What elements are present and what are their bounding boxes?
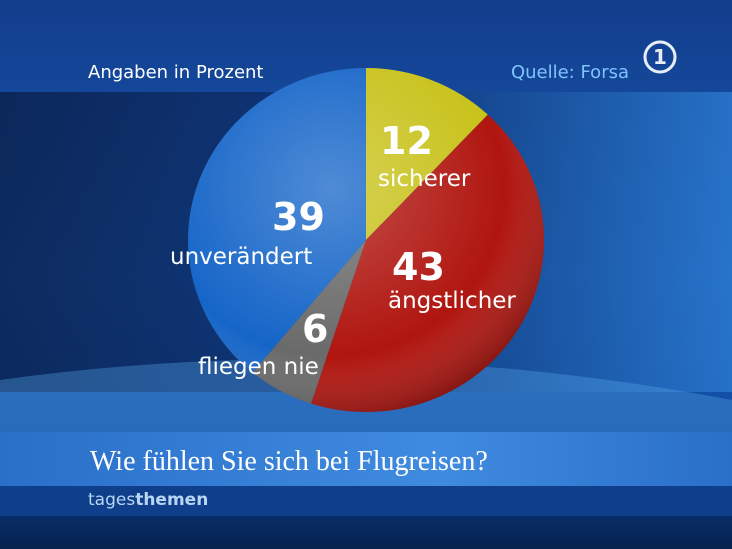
brand-part: themen: [135, 490, 208, 510]
chart-title: Wie fühlen Sie sich bei Flugreisen?: [90, 446, 488, 477]
category-label: unverändert: [170, 244, 312, 270]
source: Quelle: Forsa: [511, 62, 629, 83]
category-label: fliegen nie: [198, 354, 319, 380]
value-label: 39: [272, 195, 325, 239]
value-label: 6: [302, 307, 328, 351]
value-label: 43: [392, 245, 445, 289]
note: Angaben in Prozent: [88, 62, 263, 83]
logo-mark: 1: [653, 45, 667, 69]
brand-bar: [0, 486, 732, 516]
brand-part: tages: [88, 490, 135, 510]
category-label: sicherer: [378, 166, 471, 192]
title-bar: [0, 432, 732, 486]
value-label: 12: [380, 119, 433, 163]
logo: [643, 40, 677, 74]
brand: tagesthemen: [88, 490, 208, 510]
category-label: ängstlicher: [388, 288, 516, 314]
